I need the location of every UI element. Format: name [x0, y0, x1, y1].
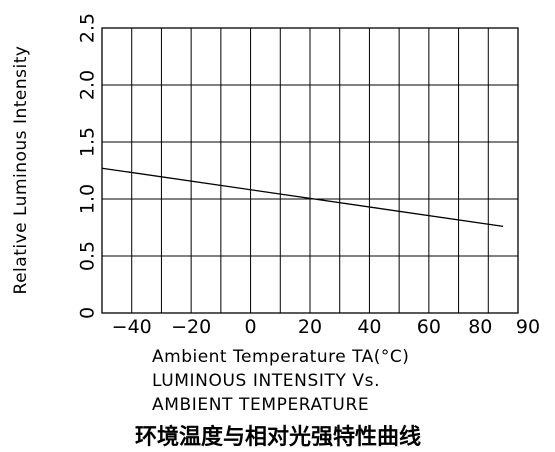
x-tick-label: 40	[357, 316, 381, 338]
series-layer	[101, 167, 504, 228]
y-axis-label: Relative Luminous Intensity	[11, 46, 31, 295]
y-tick-label: 0	[77, 307, 99, 319]
x-tick-label: 90	[516, 316, 540, 338]
grid	[102, 28, 518, 313]
x-tick-label: −40	[112, 316, 152, 338]
y-tick-label: 2.0	[77, 70, 99, 100]
y-tick-label: 2.5	[77, 13, 99, 43]
y-tick-labels: 0 0.5 1.0 1.5 2.0 2.5	[77, 13, 99, 319]
chart-title-line-1: LUMINOUS INTENSITY Vs.	[152, 371, 380, 391]
y-tick-label: 1.5	[77, 127, 99, 157]
y-tick-label: 1.0	[77, 184, 99, 214]
y-tick-label: 0.5	[77, 241, 99, 271]
chart-title-line-2: AMBIENT TEMPERATURE	[152, 395, 369, 415]
x-tick-label: 60	[417, 316, 441, 338]
x-axis-label: Ambient Temperature TA(°C)	[152, 347, 409, 367]
chart-caption-chinese: 环境温度与相对光强特性曲线	[135, 424, 421, 450]
x-tick-label: 80	[468, 316, 492, 338]
plot-frame	[101, 27, 519, 314]
x-tick-label: 20	[298, 316, 322, 338]
x-tick-label: −20	[171, 316, 211, 338]
series-line	[101, 167, 504, 228]
x-tick-label: 0	[245, 316, 257, 338]
x-tick-labels: −40 −20 0 20 40 60 80 90	[112, 316, 540, 338]
